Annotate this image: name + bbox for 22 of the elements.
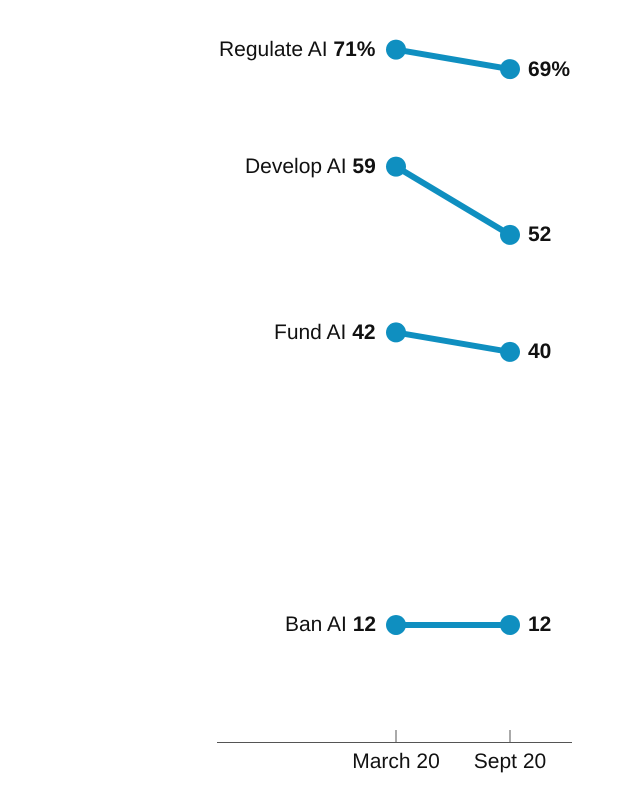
x-tick-label: Sept 20 (474, 750, 546, 774)
data-label: 69% (528, 58, 570, 81)
point (386, 614, 406, 635)
point (500, 59, 520, 80)
series-label: Fund AI (274, 321, 346, 344)
data-label: 59 (352, 155, 376, 178)
point (500, 614, 520, 635)
data-label: 12 (528, 613, 552, 636)
point (386, 156, 406, 177)
point (386, 40, 406, 60)
point (500, 342, 520, 362)
series-label: Develop AI (245, 155, 347, 178)
data-label: 42 (352, 321, 376, 344)
data-label: 40 (528, 340, 552, 363)
data-label: 71% (333, 38, 376, 61)
text: Regulate AI (219, 38, 328, 61)
point (500, 224, 520, 245)
data-label: 12 (352, 613, 376, 636)
x-tick-label: March 20 (352, 750, 440, 774)
data-label: 52 (528, 223, 552, 246)
point (386, 322, 406, 342)
series-label: Ban AI (285, 613, 347, 636)
